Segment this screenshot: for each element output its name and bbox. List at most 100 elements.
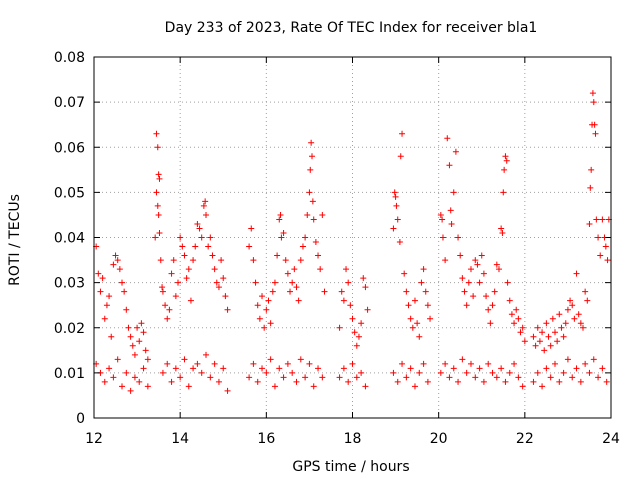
data-point bbox=[209, 252, 216, 259]
data-point bbox=[362, 383, 369, 390]
data-point bbox=[511, 360, 518, 367]
data-point bbox=[215, 284, 222, 291]
data-point bbox=[319, 211, 326, 218]
data-point bbox=[321, 288, 328, 295]
data-point bbox=[401, 270, 408, 277]
data-point bbox=[480, 270, 487, 277]
data-point bbox=[571, 315, 578, 322]
data-point bbox=[172, 365, 179, 372]
data-point bbox=[491, 288, 498, 295]
data-point bbox=[289, 279, 296, 286]
data-point bbox=[506, 369, 513, 376]
data-point bbox=[190, 365, 197, 372]
data-point bbox=[508, 311, 515, 318]
data-point bbox=[463, 302, 470, 309]
chart-title: Day 233 of 2023, Rate Of TEC Index for r… bbox=[165, 20, 538, 36]
data-point bbox=[254, 302, 261, 309]
data-point bbox=[274, 252, 281, 259]
data-point bbox=[569, 374, 576, 381]
data-point bbox=[411, 297, 418, 304]
data-point bbox=[420, 266, 427, 273]
data-point bbox=[289, 369, 296, 376]
data-point bbox=[390, 225, 397, 232]
data-point bbox=[472, 374, 479, 381]
x-tick-label: 16 bbox=[257, 431, 275, 447]
data-point bbox=[489, 369, 496, 376]
data-point bbox=[564, 356, 571, 363]
data-point bbox=[437, 369, 444, 376]
data-point bbox=[349, 315, 356, 322]
data-point bbox=[282, 257, 289, 264]
data-point bbox=[194, 220, 201, 227]
data-point bbox=[114, 356, 121, 363]
data-point bbox=[439, 234, 446, 241]
data-point bbox=[474, 261, 481, 268]
data-point bbox=[604, 257, 611, 264]
x-tick-label: 12 bbox=[85, 431, 103, 447]
data-point bbox=[144, 356, 151, 363]
data-point bbox=[175, 279, 182, 286]
data-point bbox=[293, 378, 300, 385]
data-point bbox=[353, 374, 360, 381]
data-point bbox=[203, 351, 210, 358]
data-point bbox=[447, 207, 454, 214]
data-point bbox=[315, 252, 322, 259]
data-point bbox=[573, 365, 580, 372]
data-point bbox=[170, 257, 177, 264]
data-point bbox=[336, 374, 343, 381]
data-point bbox=[405, 302, 412, 309]
data-point bbox=[267, 356, 274, 363]
data-point bbox=[271, 279, 278, 286]
data-point bbox=[403, 288, 410, 295]
data-point bbox=[551, 360, 558, 367]
data-point bbox=[136, 338, 143, 345]
data-point bbox=[556, 378, 563, 385]
data-point bbox=[157, 257, 164, 264]
data-point bbox=[358, 320, 365, 327]
data-point bbox=[391, 189, 398, 196]
data-point bbox=[394, 378, 401, 385]
x-tick-label: 18 bbox=[344, 431, 362, 447]
data-point bbox=[554, 338, 561, 345]
data-point bbox=[362, 284, 369, 291]
data-point bbox=[194, 360, 201, 367]
data-point bbox=[444, 135, 451, 142]
data-point bbox=[472, 257, 479, 264]
data-point bbox=[424, 302, 431, 309]
data-point bbox=[213, 279, 220, 286]
data-point bbox=[308, 139, 315, 146]
data-point bbox=[521, 338, 528, 345]
data-point bbox=[411, 383, 418, 390]
data-point bbox=[250, 257, 257, 264]
data-point bbox=[587, 184, 594, 191]
data-point bbox=[515, 315, 522, 322]
data-point bbox=[278, 234, 285, 241]
data-point bbox=[506, 297, 513, 304]
data-point bbox=[152, 234, 159, 241]
data-point bbox=[297, 257, 304, 264]
data-point bbox=[407, 365, 414, 372]
data-point bbox=[485, 306, 492, 313]
data-point bbox=[427, 315, 434, 322]
data-point bbox=[159, 284, 166, 291]
data-point bbox=[203, 211, 210, 218]
data-point bbox=[259, 365, 266, 372]
data-point bbox=[418, 279, 425, 286]
data-point bbox=[459, 356, 466, 363]
data-point bbox=[116, 266, 123, 273]
data-point bbox=[564, 306, 571, 313]
data-point bbox=[498, 365, 505, 372]
data-point bbox=[590, 356, 597, 363]
data-point bbox=[360, 275, 367, 282]
data-point bbox=[181, 252, 188, 259]
data-point bbox=[503, 157, 510, 164]
data-point bbox=[519, 383, 526, 390]
data-point bbox=[291, 266, 298, 273]
data-point bbox=[259, 293, 266, 300]
data-point bbox=[106, 365, 113, 372]
data-point bbox=[577, 378, 584, 385]
data-point bbox=[129, 342, 136, 349]
data-point bbox=[452, 148, 459, 155]
data-point bbox=[123, 306, 130, 313]
